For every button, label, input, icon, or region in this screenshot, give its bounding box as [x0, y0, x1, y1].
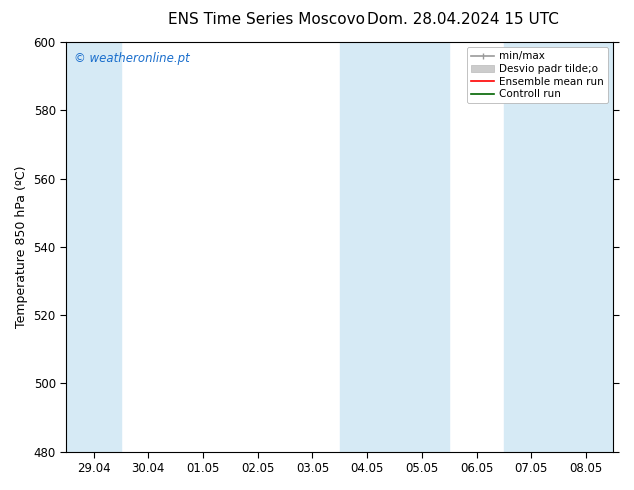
Bar: [340, 42, 450, 452]
Y-axis label: Temperature 850 hPa (ºC): Temperature 850 hPa (ºC): [15, 166, 28, 328]
Text: ENS Time Series Moscovo: ENS Time Series Moscovo: [168, 12, 365, 27]
Text: Dom. 28.04.2024 15 UTC: Dom. 28.04.2024 15 UTC: [367, 12, 559, 27]
Bar: [66, 42, 121, 452]
Legend: min/max, Desvio padr tilde;o, Ensemble mean run, Controll run: min/max, Desvio padr tilde;o, Ensemble m…: [467, 47, 608, 103]
Bar: [504, 42, 614, 452]
Text: © weatheronline.pt: © weatheronline.pt: [74, 52, 190, 65]
